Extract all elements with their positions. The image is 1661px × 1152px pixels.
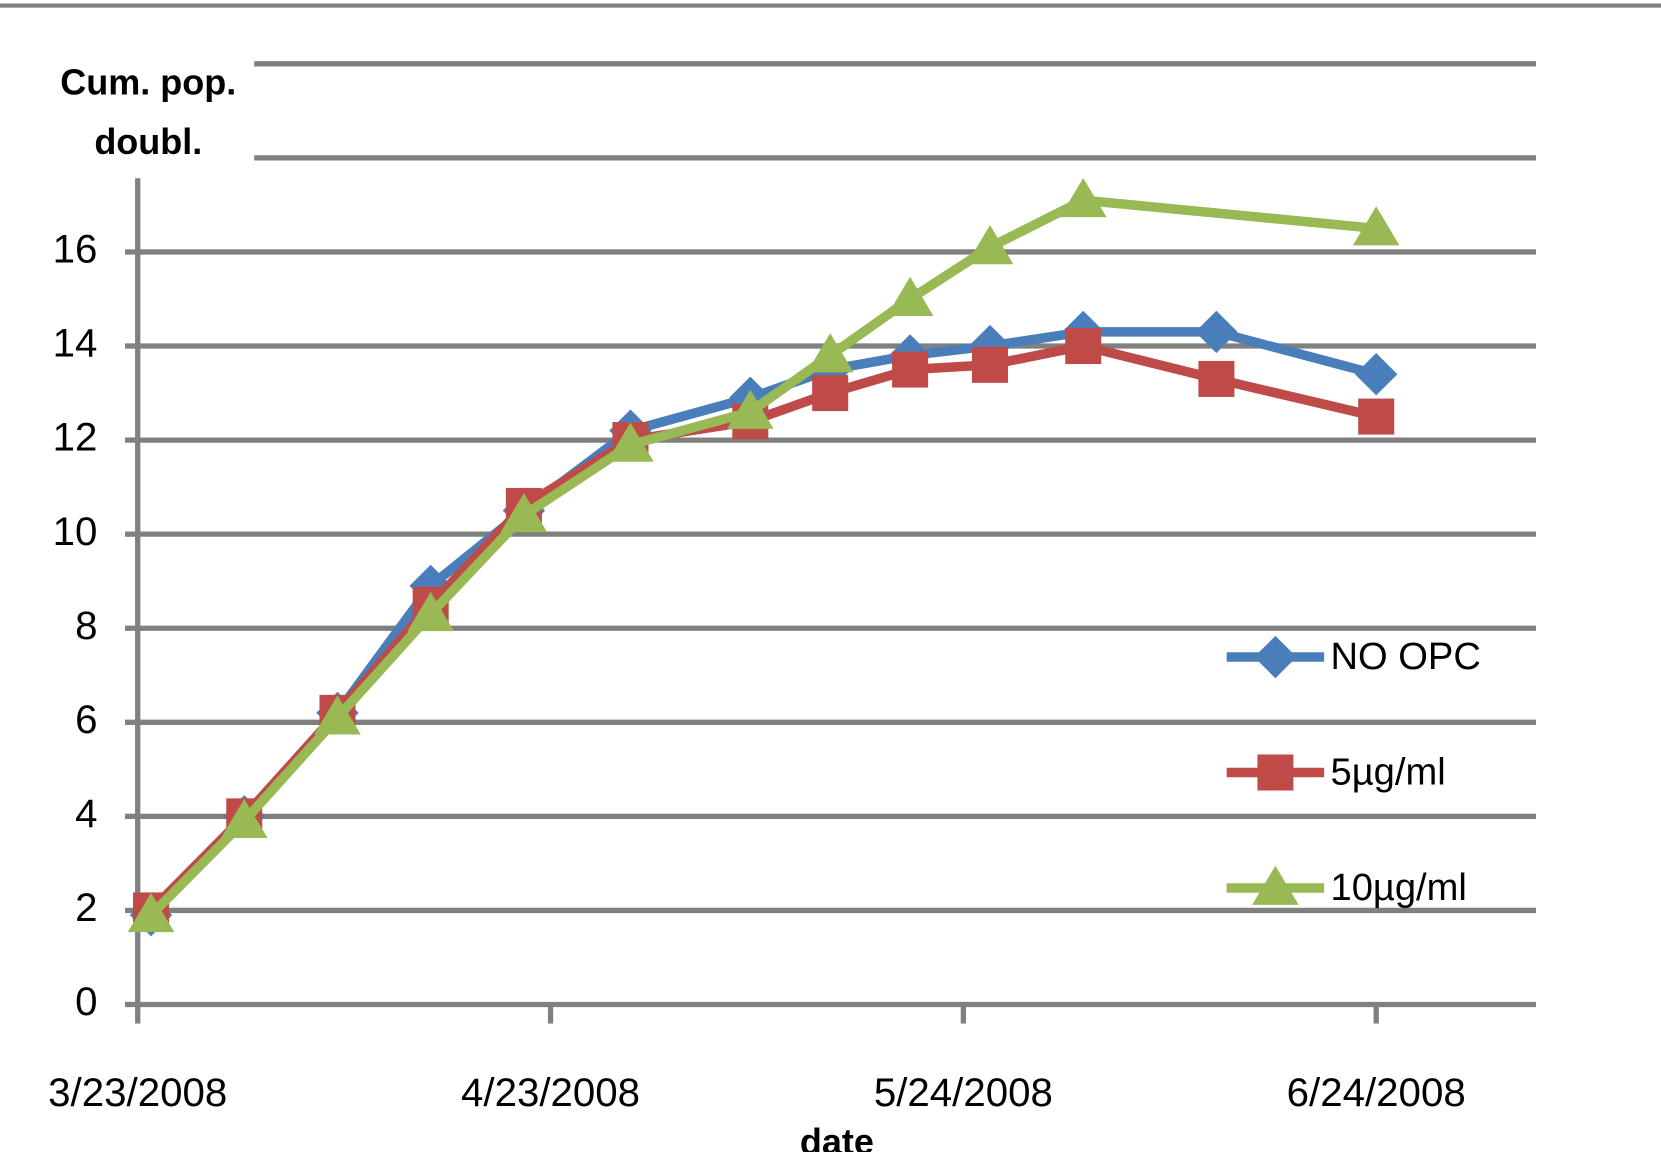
x-tick-label: 4/23/2008 xyxy=(461,1070,640,1115)
marker xyxy=(1254,635,1297,679)
x-tick-label: 5/24/2008 xyxy=(874,1070,1053,1115)
y-tick-label: 2 xyxy=(75,885,97,930)
marker xyxy=(886,276,934,316)
y-tick-label: 12 xyxy=(53,415,98,460)
marker xyxy=(892,351,929,388)
marker xyxy=(220,798,268,839)
title-box xyxy=(0,42,255,179)
marker xyxy=(1352,206,1400,246)
chart-title: doubl. xyxy=(94,121,202,162)
marker xyxy=(1065,328,1102,365)
y-tick-label: 16 xyxy=(53,227,98,272)
marker xyxy=(1358,398,1395,435)
marker xyxy=(407,591,454,632)
axes: 024681012141618203/23/20084/23/20085/24/… xyxy=(48,38,1466,1115)
grid xyxy=(137,61,1537,1008)
legend-label: 10µg/ml xyxy=(1330,866,1466,909)
marker xyxy=(726,389,774,429)
y-tick-label: 8 xyxy=(75,603,97,648)
x-axis-label: date xyxy=(800,1121,874,1152)
marker xyxy=(971,346,1009,383)
legend-label: NO OPC xyxy=(1330,635,1480,678)
marker xyxy=(812,375,849,412)
marker xyxy=(500,493,548,533)
marker xyxy=(1355,353,1398,396)
series-line xyxy=(147,195,1377,919)
marker xyxy=(1198,360,1235,397)
y-tick-label: 6 xyxy=(75,697,97,742)
y-tick-label: 14 xyxy=(53,321,98,366)
chart-title: Cum. pop. xyxy=(60,62,236,103)
marker xyxy=(127,892,175,933)
marker xyxy=(1257,754,1294,791)
y-tick-label: 4 xyxy=(75,791,97,836)
marker xyxy=(607,422,654,462)
y-tick-label: 0 xyxy=(75,979,97,1024)
x-tick-label: 3/23/2008 xyxy=(48,1070,227,1115)
x-tick-label: 6/24/2008 xyxy=(1287,1070,1466,1115)
y-tick-label: 10 xyxy=(53,509,98,554)
marker xyxy=(806,333,854,373)
marker xyxy=(314,695,361,735)
lines xyxy=(127,177,1400,937)
marker xyxy=(966,225,1014,265)
legend: NO OPC 5µg/ml 10µg/ml xyxy=(1226,635,1481,909)
marker xyxy=(1252,865,1299,905)
legend-label: 5µg/ml xyxy=(1330,751,1445,794)
marker xyxy=(1059,177,1107,218)
